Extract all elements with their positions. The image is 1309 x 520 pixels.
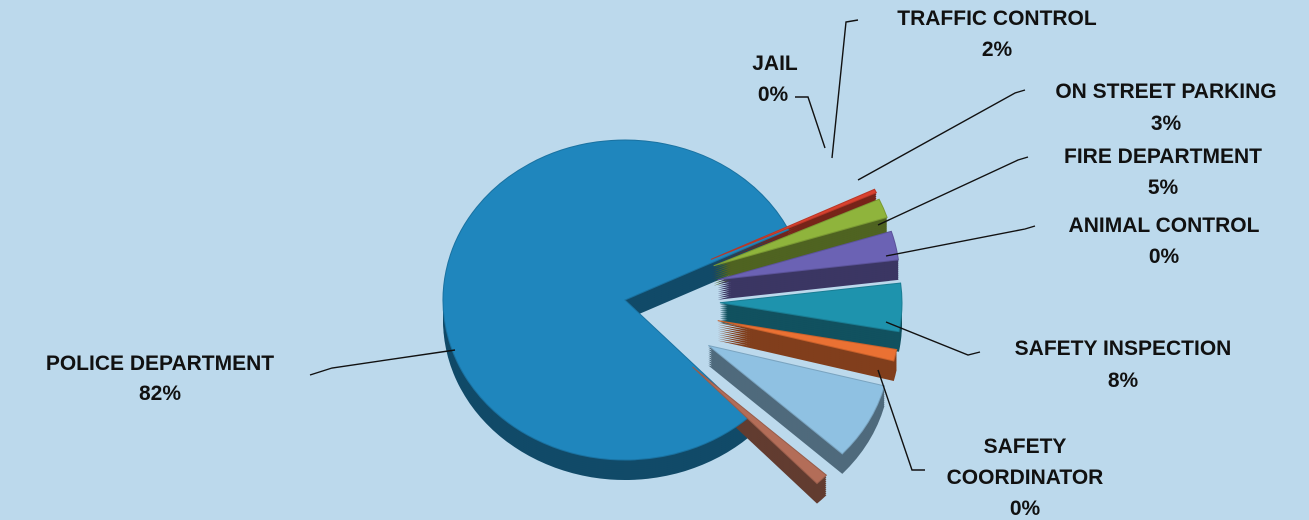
pie-slice-side-animal-control: [717, 326, 897, 367]
label-police-percent: 82%: [139, 382, 181, 405]
leader-line-safety-inspection: [885, 321, 981, 356]
label-safety-inspection: SAFETY INSPECTION 8%: [1015, 337, 1232, 392]
pie-slice-side-animal-control: [717, 336, 897, 377]
label-jail-name: JAIL: [752, 52, 798, 75]
leader-line-police-department: [309, 349, 456, 376]
pie-slice-side-animal-control: [717, 324, 897, 365]
label-jail-percent: 0%: [758, 83, 789, 106]
label-parking-percent: 3%: [1151, 112, 1182, 135]
pie-slice-side-animal-control: [717, 330, 897, 371]
label-police-department: POLICE DEPARTMENT 82%: [46, 352, 274, 405]
pie-slice-side-animal-control: [717, 340, 897, 381]
label-inspection-name: SAFETY INSPECTION: [1015, 337, 1232, 360]
pie-slice-fire-department: [719, 282, 903, 333]
pie-slice-side-animal-control: [717, 322, 897, 363]
label-traffic-percent: 2%: [982, 38, 1013, 61]
pie-slice-side-animal-control: [717, 334, 897, 375]
label-fire-department: FIRE DEPARTMENT 5%: [1064, 145, 1262, 199]
leader-line-jail: [795, 96, 826, 149]
label-coordinator-percent: 0%: [1010, 497, 1041, 520]
leader-line-fire-department: [877, 156, 1029, 226]
pie-slices: [442, 139, 903, 504]
leader-line-on-street-parking: [857, 89, 1026, 181]
label-traffic-name: TRAFFIC CONTROL: [897, 7, 1097, 30]
label-animal-name: ANIMAL CONTROL: [1069, 214, 1260, 237]
label-parking-name: ON STREET PARKING: [1055, 80, 1276, 103]
pie-slice-safety-coordinator: [692, 366, 828, 485]
pie-slice-side-animal-control: [717, 338, 897, 379]
pie-slice-safety-inspection: [708, 345, 886, 455]
label-fire-name: FIRE DEPARTMENT: [1064, 145, 1262, 168]
pie-slice-jail: [710, 188, 878, 260]
pie-slice-animal-control: [717, 320, 898, 362]
pie-slice-side-animal-control: [717, 328, 897, 369]
label-traffic-control: TRAFFIC CONTROL 2%: [897, 7, 1097, 61]
leader-line-safety-coordinator: [877, 369, 925, 471]
label-fire-percent: 5%: [1148, 176, 1179, 199]
leader-line-traffic-control: [831, 19, 859, 159]
leader-lines: [309, 19, 1036, 471]
pie-slice-side-animal-control: [717, 332, 897, 373]
label-coordinator-line1: SAFETY: [984, 435, 1067, 458]
label-jail: JAIL 0%: [752, 52, 798, 106]
pie-slice-on-street-parking: [717, 230, 899, 281]
pie-slice-traffic-control: [713, 198, 888, 267]
pie-slice-police-department: [442, 139, 790, 461]
label-inspection-percent: 8%: [1108, 369, 1139, 392]
label-coordinator-line2: COORDINATOR: [947, 466, 1104, 489]
label-on-street-parking: ON STREET PARKING 3%: [1055, 80, 1276, 135]
label-police-name: POLICE DEPARTMENT: [46, 352, 274, 375]
leader-line-animal-control: [885, 225, 1036, 257]
label-animal-control: ANIMAL CONTROL 0%: [1069, 214, 1260, 268]
label-animal-percent: 0%: [1149, 245, 1180, 268]
label-safety-coordinator: SAFETY COORDINATOR 0%: [947, 435, 1104, 520]
